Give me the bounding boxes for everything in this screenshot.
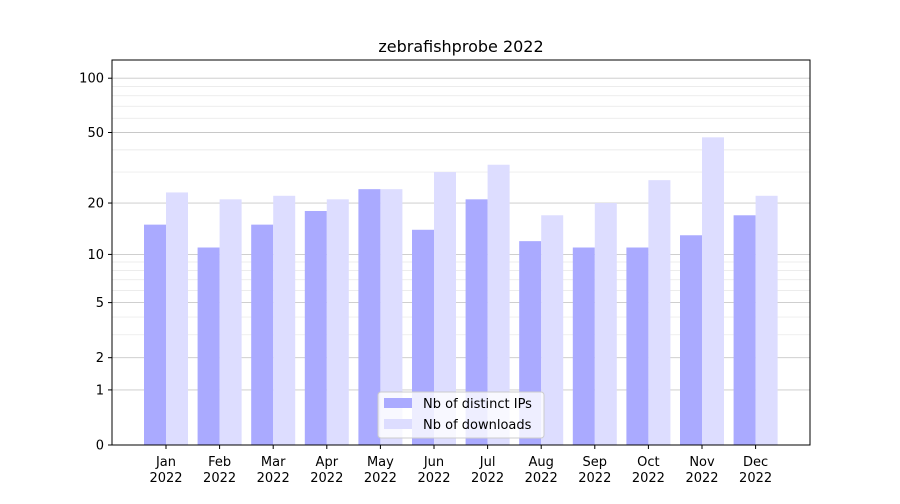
bar-nb-of-downloads — [648, 180, 671, 445]
y-axis: 0 1 2 5 10 20 50 100 — [79, 72, 112, 454]
y-tick-label: 100 — [79, 72, 104, 87]
bar-nb-of-downloads — [326, 199, 349, 445]
legend: Nb of distinct IPs Nb of downloads — [377, 391, 545, 439]
y-tick-label: 50 — [87, 126, 104, 141]
y-tick-label: 0 — [96, 439, 104, 454]
x-tick-label: 2022 — [578, 471, 611, 486]
x-tick-label: 2022 — [417, 471, 450, 486]
legend-swatch — [384, 398, 412, 408]
legend-swatch — [384, 419, 412, 429]
y-tick-label: 2 — [96, 351, 104, 366]
x-tick-label: Sep — [583, 455, 608, 470]
bar-nb-of-downloads — [434, 172, 456, 445]
x-tick-label: 2022 — [685, 471, 718, 486]
y-tick-label: 5 — [96, 296, 104, 311]
y-tick-label: 20 — [87, 197, 104, 212]
x-axis: Jan2022Feb2022Mar2022Apr2022May2022Jun20… — [149, 445, 772, 486]
x-tick-label: 2022 — [739, 471, 772, 486]
bar-nb-of-downloads — [487, 164, 510, 445]
bar-nb-of-downloads — [755, 195, 778, 445]
y-tick-label: 1 — [96, 383, 104, 398]
bar-nb-of-distinct-ips — [412, 229, 434, 445]
x-tick-label: Jun — [423, 455, 444, 470]
x-tick-label: 2022 — [364, 471, 397, 486]
x-tick-label: Jul — [479, 455, 496, 470]
bar-nb-of-distinct-ips — [733, 215, 756, 445]
chart-title: zebrafishprobe 2022 — [378, 37, 543, 56]
x-tick-label: May — [367, 455, 394, 470]
plot-frame — [111, 59, 811, 446]
bar-nb-of-downloads — [594, 203, 617, 445]
bar-nb-of-distinct-ips — [680, 235, 702, 445]
x-tick-label: Dec — [743, 455, 768, 470]
x-tick-label: 2022 — [471, 471, 504, 486]
x-tick-label: 2022 — [632, 471, 665, 486]
x-tick-label: Mar — [261, 455, 286, 470]
bar-nb-of-downloads — [219, 199, 242, 445]
bar-nb-of-distinct-ips — [358, 189, 381, 445]
bar-nb-of-distinct-ips — [626, 247, 649, 445]
bar-nb-of-distinct-ips — [251, 224, 274, 445]
bar-nb-of-downloads — [273, 195, 296, 445]
x-tick-label: 2022 — [525, 471, 558, 486]
x-tick-label: Feb — [208, 455, 231, 470]
bar-nb-of-distinct-ips — [465, 199, 488, 445]
bar-nb-of-distinct-ips — [304, 210, 327, 445]
x-tick-label: Aug — [529, 455, 554, 470]
x-tick-label: Nov — [689, 455, 715, 470]
x-tick-label: Jan — [155, 455, 176, 470]
x-tick-label: 2022 — [257, 471, 290, 486]
bar-nb-of-downloads — [541, 215, 564, 445]
bar-nb-of-downloads — [166, 192, 188, 445]
bar-nb-of-distinct-ips — [197, 247, 220, 445]
bar-nb-of-downloads — [702, 137, 724, 446]
x-tick-label: 2022 — [149, 471, 182, 486]
legend-box — [377, 391, 545, 439]
x-tick-label: 2022 — [203, 471, 236, 486]
x-tick-label: 2022 — [310, 471, 343, 486]
bar-nb-of-distinct-ips — [144, 224, 166, 445]
y-tick-label: 10 — [87, 248, 104, 263]
bar-nb-of-distinct-ips — [572, 247, 595, 445]
legend-label: Nb of distinct IPs — [423, 397, 532, 412]
x-tick-label: Oct — [637, 455, 659, 470]
x-tick-label: Apr — [316, 455, 339, 470]
bar-nb-of-downloads — [380, 189, 403, 445]
legend-label: Nb of downloads — [423, 418, 532, 433]
